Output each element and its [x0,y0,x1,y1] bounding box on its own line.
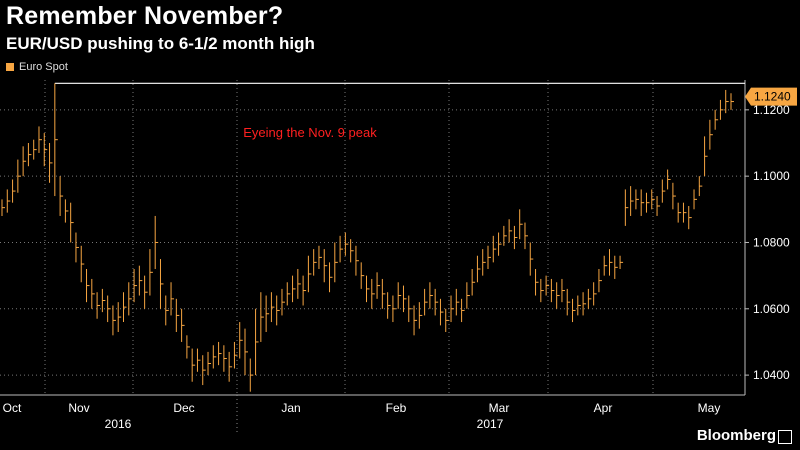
x-tick-label: Feb [386,401,407,415]
year-label: 2016 [105,417,132,431]
current-value-badge: 1.1240 [745,87,797,106]
chart-title: Remember November? [6,2,284,30]
annotation-text: Eyeing the Nov. 9 peak [243,125,377,140]
x-tick-label: Jan [281,401,300,415]
y-tick-label: 1.0600 [753,302,790,316]
x-tick-label: May [698,401,721,415]
current-value-label: 1.1240 [754,90,791,104]
y-tick-label: 1.0800 [753,235,790,249]
bloomberg-mark-icon [778,430,792,444]
x-tick-label: Oct [3,401,22,415]
x-tick-label: Mar [489,401,510,415]
current-value-badge-shape [745,87,797,106]
x-tick-label: Dec [173,401,194,415]
y-tick-label: 1.1000 [753,169,790,183]
x-tick-label: Apr [594,401,613,415]
x-tick-label: Nov [68,401,89,415]
chart-subtitle: EUR/USD pushing to 6-1/2 month high [6,34,315,53]
y-tick-label: 1.1200 [753,103,790,117]
year-label: 2017 [477,417,504,431]
y-tick-label: 1.0400 [753,368,790,382]
legend-swatch [6,63,14,71]
bloomberg-logo: Bloomberg [696,427,776,444]
legend: Euro Spot [6,61,68,73]
legend-label: Euro Spot [19,61,68,73]
